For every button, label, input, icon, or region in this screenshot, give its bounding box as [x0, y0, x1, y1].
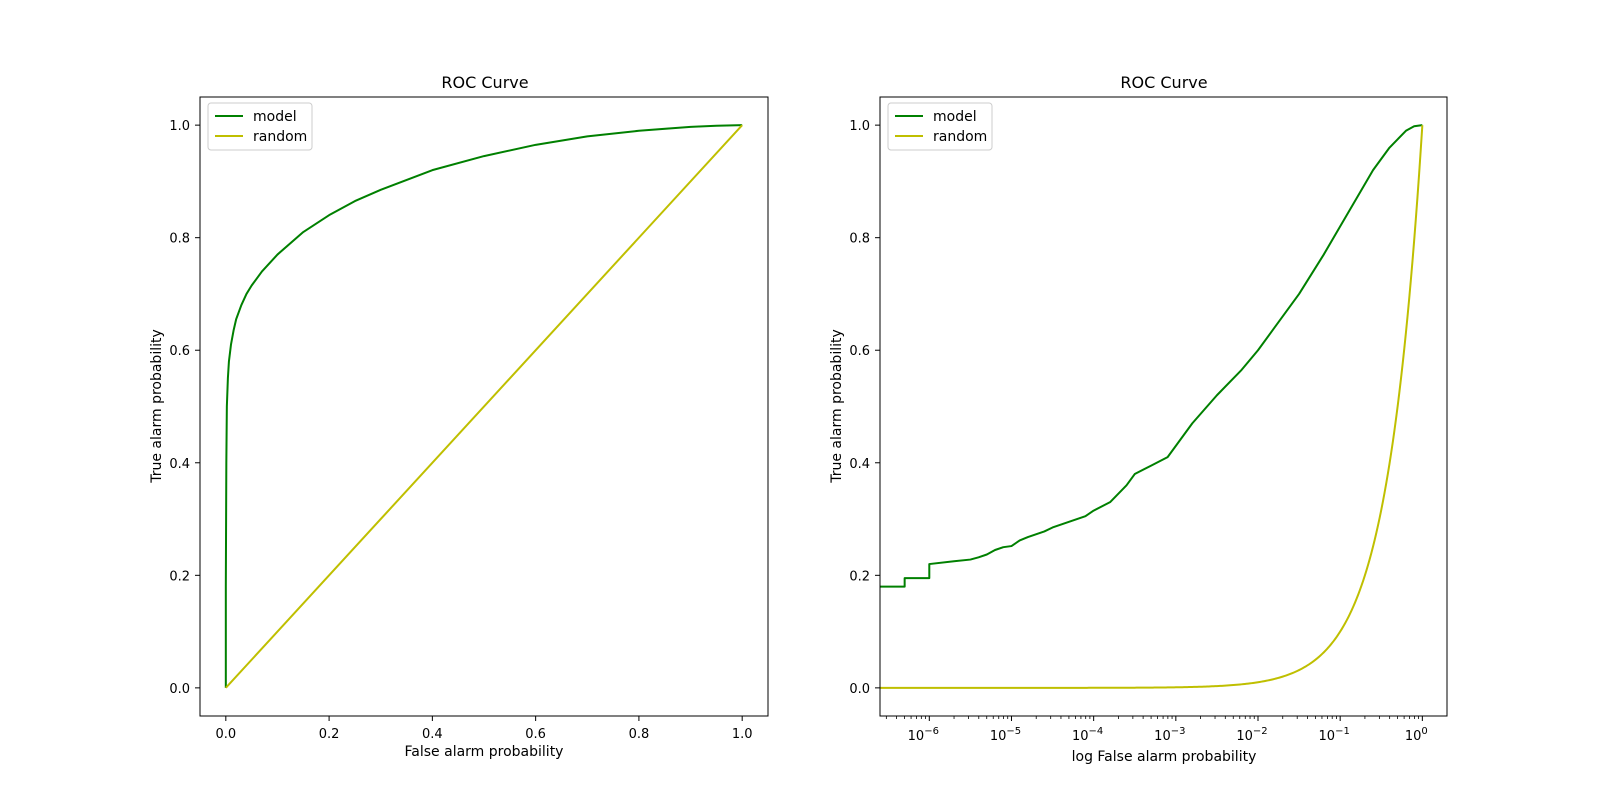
- left-y-tick-label: 1.0: [169, 119, 190, 134]
- left-x-tick-label: 1.0: [732, 727, 753, 742]
- right-series-line-model: [880, 124, 1423, 588]
- right-legend-random-label: random: [933, 129, 987, 145]
- left-axes-frame: [199, 96, 769, 717]
- left-roc-panel: ROC Curve 0.0 0.2 0.4 0.6 0.8 1.0 0.00.20.40.…: [149, 73, 769, 760]
- right-y-tick-label: 0.6: [849, 344, 870, 359]
- left-y-axis-label: True alarm probability: [149, 329, 165, 484]
- right-y-tick-label: 1.0: [849, 119, 870, 134]
- left-legend: model random: [207, 102, 313, 151]
- left-y-tick-label: 0.0: [169, 682, 190, 697]
- right-y-tick-label: 0.0: [849, 682, 870, 697]
- right-chart-title: ROC Curve: [1120, 73, 1207, 92]
- right-axes-frame: [879, 96, 1448, 717]
- right-y-tick-label: 0.8: [849, 232, 870, 247]
- left-series-line-model: [224, 124, 743, 688]
- right-y-ticks: 0.0 0.2 0.4 0.6 0.8 1.0: [849, 119, 880, 697]
- right-y-tick-label: 0.4: [849, 457, 870, 472]
- right-x-axis-label: log False alarm probability: [1072, 749, 1257, 765]
- right-series-line-random: [880, 125, 1424, 689]
- left-y-tick-label: 0.2: [169, 569, 190, 584]
- left-x-tick-label: 0.6: [525, 727, 546, 742]
- right-legend-box: [887, 102, 993, 151]
- left-x-tick-label: 0.4: [422, 727, 443, 742]
- left-legend-random-label: random: [253, 129, 307, 145]
- left-x-ticks: 0.0 0.2 0.4 0.6 0.8 1.0: [215, 716, 753, 742]
- right-roc-panel: ROC Curve 10−6 10−5 10−4 10−3 10−2 10−1 100 0.…: [829, 73, 1448, 765]
- right-legend: model random: [887, 102, 993, 151]
- right-y-axis-label: True alarm probability: [829, 329, 845, 484]
- left-x-tick-label: 0.2: [319, 727, 340, 742]
- right-plot-marks: [880, 124, 1424, 689]
- left-series-line-random: [225, 124, 743, 689]
- right-y-tick-label: 0.2: [849, 569, 870, 584]
- left-plot-marks: [224, 124, 743, 689]
- left-chart-title: ROC Curve: [441, 73, 528, 92]
- left-x-tick-label: 0.0: [215, 727, 236, 742]
- left-y-tick-label: 0.4: [169, 457, 190, 472]
- left-y-ticks: 0.0 0.2 0.4 0.6 0.8 1.0: [169, 119, 200, 697]
- left-y-tick-label: 0.8: [169, 232, 190, 247]
- left-y-tick-label: 0.6: [169, 344, 190, 359]
- right-legend-model-label: model: [933, 109, 977, 125]
- left-x-axis-label: False alarm probability: [405, 744, 564, 760]
- left-legend-model-label: model: [253, 109, 297, 125]
- left-x-tick-label: 0.8: [629, 727, 650, 742]
- left-legend-box: [207, 102, 313, 151]
